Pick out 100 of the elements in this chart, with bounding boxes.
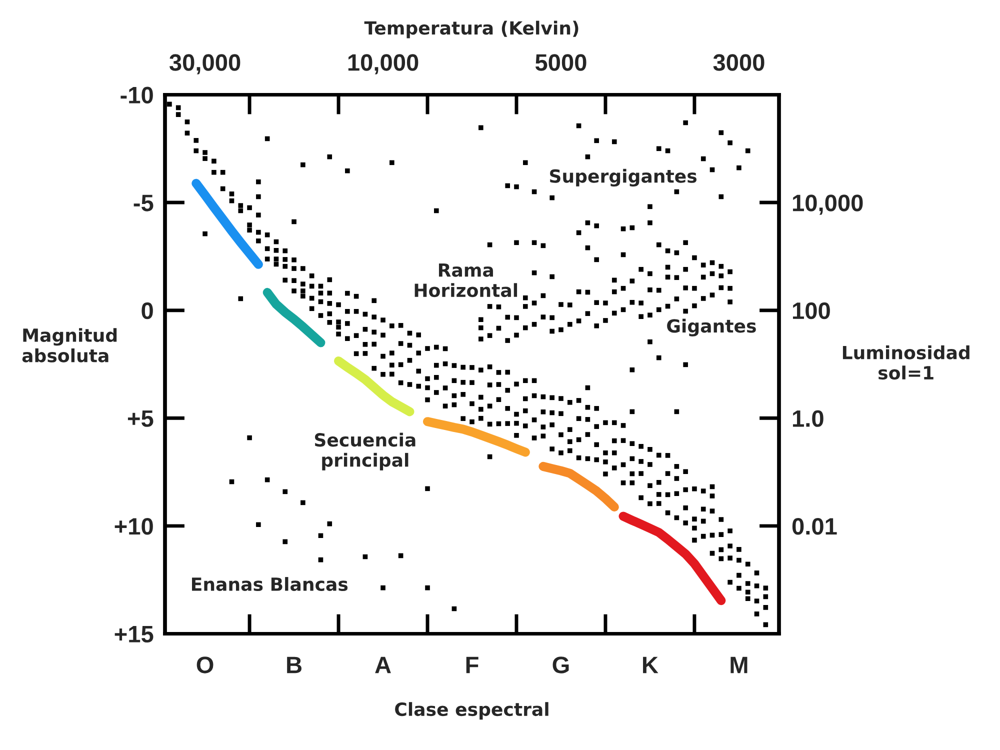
point (300, 162, 306, 168)
point (594, 300, 599, 305)
point (692, 538, 697, 543)
point (763, 586, 768, 590)
point (460, 392, 466, 397)
point (505, 183, 510, 188)
point (532, 300, 537, 306)
point (514, 315, 519, 320)
point (674, 296, 680, 302)
x-tick-label: M (730, 656, 748, 674)
point (630, 278, 635, 284)
x-tick-label: K (643, 656, 658, 674)
point (638, 471, 644, 476)
point (585, 404, 590, 410)
point (567, 427, 572, 432)
point (683, 469, 688, 474)
y2-tick-label: 1.0 (792, 410, 824, 427)
point (478, 336, 484, 342)
point (327, 154, 332, 160)
point (665, 471, 670, 476)
point (282, 489, 288, 494)
point (434, 208, 439, 214)
point (648, 312, 652, 318)
point (390, 160, 394, 166)
annotation: Enanas Blancas (192, 577, 348, 592)
point (256, 194, 261, 200)
point (505, 370, 510, 375)
point (274, 256, 279, 262)
point (558, 327, 564, 332)
point (718, 264, 724, 269)
point (345, 309, 350, 314)
point (550, 195, 554, 200)
point (612, 310, 617, 316)
point (318, 290, 324, 296)
point (603, 318, 608, 323)
point (514, 184, 519, 190)
point (656, 501, 662, 506)
point (425, 585, 430, 590)
point (603, 300, 608, 306)
x-tick-label: A (375, 656, 391, 674)
point (665, 274, 670, 280)
y-tick-label: -10 (120, 86, 153, 104)
point (656, 288, 662, 293)
point (487, 333, 492, 338)
text: 5000 (535, 54, 586, 71)
point (514, 332, 519, 338)
point (594, 457, 599, 462)
point (718, 532, 724, 537)
point (425, 397, 430, 402)
point (416, 332, 422, 338)
point (567, 302, 572, 308)
annotation: Gigantes (667, 318, 756, 336)
point (300, 294, 306, 299)
point (380, 372, 386, 377)
point (434, 362, 439, 368)
point (603, 450, 608, 456)
point (372, 342, 377, 347)
point (345, 168, 350, 174)
point (656, 307, 662, 312)
point (247, 222, 252, 228)
point (700, 296, 706, 301)
point (683, 362, 688, 368)
point (318, 533, 324, 538)
x-tick-label: F (466, 656, 478, 674)
point (256, 522, 261, 528)
x-tick-label: G (552, 656, 569, 674)
y2-tick-label: 10,000 (792, 194, 863, 215)
y-tick-label: 0 (142, 302, 153, 320)
point (380, 318, 386, 322)
point (648, 339, 652, 344)
point (292, 219, 296, 224)
point (238, 296, 244, 302)
point (496, 370, 502, 375)
point (620, 423, 626, 428)
point (736, 547, 742, 552)
point (612, 438, 617, 444)
point (514, 240, 519, 246)
point (585, 311, 590, 316)
y-tick-label: +10 (114, 518, 153, 535)
point (594, 257, 599, 262)
x2-axis-title: Temperatura (Kelvin) (364, 20, 578, 38)
x-axis-title: Clase espectral (395, 702, 548, 720)
point (522, 423, 528, 428)
point (282, 264, 288, 269)
point (390, 350, 394, 356)
y-tick-label: -5 (134, 194, 154, 212)
point (736, 586, 742, 591)
point (728, 269, 732, 274)
point (470, 419, 474, 424)
point (522, 325, 528, 330)
point (630, 300, 635, 305)
point (532, 436, 537, 440)
y2-tick-label: 100 (792, 302, 830, 320)
point (728, 556, 732, 560)
point (496, 382, 502, 387)
point (362, 342, 368, 347)
point (372, 314, 377, 320)
point (700, 534, 706, 539)
point (487, 382, 492, 388)
point (728, 140, 732, 146)
